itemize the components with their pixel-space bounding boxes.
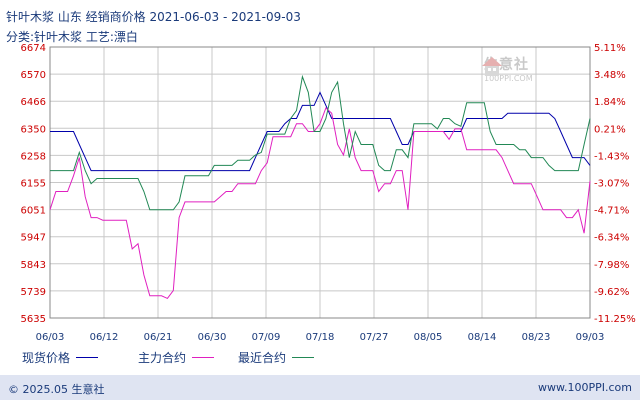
footer-bar: © 2025.05 生意社 www.100PPI.com <box>0 375 640 400</box>
legend-item-recent: 最近合约 <box>232 349 315 366</box>
y-tick-right: -11.25% <box>594 314 636 325</box>
y-tick-right: 1.84% <box>594 97 626 108</box>
x-tick: 06/03 <box>36 332 65 343</box>
legend-label-main: 主力合约 <box>138 351 187 365</box>
x-tick: 08/05 <box>414 332 443 343</box>
x-tick: 07/09 <box>252 332 281 343</box>
legend-label-recent: 最近合约 <box>238 351 287 365</box>
y-tick-right: -1.43% <box>594 151 629 162</box>
y-tick-right: 5.11% <box>594 43 626 54</box>
house-logo-icon <box>482 57 502 76</box>
legend-swatch-recent <box>292 357 315 358</box>
legend-item-main: 主力合约 <box>116 349 215 366</box>
y-tick-left: 6051 <box>21 206 46 217</box>
x-tick: 09/03 <box>576 332 605 343</box>
legend-item-spot: 现货价格 <box>22 349 99 366</box>
y-tick-left: 6466 <box>21 97 46 108</box>
x-tick: 08/14 <box>468 332 497 343</box>
chart-legend: 现货价格 主力合约 最近合约 <box>22 349 332 366</box>
y-tick-left: 5843 <box>21 260 46 271</box>
watermark-en: 100PPI.COM <box>484 74 533 83</box>
y-tick-right: -3.07% <box>594 179 629 190</box>
y-tick-left: 6350 <box>21 124 46 135</box>
y-tick-left: 6570 <box>21 70 46 81</box>
series-lines <box>49 74 591 300</box>
y-tick-right: -9.62% <box>594 287 629 298</box>
legend-swatch-spot <box>76 357 99 358</box>
y-tick-left: 5739 <box>21 287 46 298</box>
site-link[interactable]: www.100PPI.com <box>538 381 632 394</box>
x-tick: 08/23 <box>522 332 551 343</box>
x-axis: 06/03 06/12 06/21 06/30 07/09 07/18 07/27 08/05… <box>36 332 605 343</box>
y-tick-left: 6155 <box>21 179 46 190</box>
x-tick: 06/30 <box>198 332 227 343</box>
y-axis-right: 5.11% 3.48% 1.84% 0.21% -1.43% -3.07% -4.71% -6… <box>594 43 636 325</box>
x-tick: 07/18 <box>306 332 335 343</box>
chart-subtitle: 分类:针叶木浆 工艺:漂白 <box>6 30 138 44</box>
x-tick: 06/12 <box>90 332 119 343</box>
y-tick-left: 6674 <box>21 43 46 54</box>
y-tick-right: -4.71% <box>594 206 629 217</box>
x-tick: 07/27 <box>360 332 389 343</box>
copyright-text: © 2025.05 生意社 <box>8 383 105 396</box>
y-tick-right: -6.34% <box>594 233 629 244</box>
legend-swatch-main <box>192 357 215 358</box>
series-line-0 <box>50 91 591 172</box>
watermark-logo: 生意社 100PPI.COM <box>480 54 533 83</box>
legend-label-spot: 现货价格 <box>22 351 71 365</box>
x-tick: 06/21 <box>144 332 173 343</box>
y-tick-right: -7.98% <box>594 260 629 271</box>
y-tick-right: 3.48% <box>594 70 626 81</box>
y-axis-left: 6674 6570 6466 6350 6258 6155 6051 5947 5843 5739… <box>21 43 46 325</box>
y-tick-left: 5635 <box>21 314 46 325</box>
series-line-2 <box>50 74 591 211</box>
chart-grid <box>50 47 590 318</box>
series-line-1 <box>49 107 591 300</box>
y-tick-left: 6258 <box>21 151 46 162</box>
y-tick-right: 0.21% <box>594 124 626 135</box>
chart-title: 针叶木浆 山东 经销商价格 2021-06-03 - 2021-09-03 <box>6 10 301 24</box>
y-tick-left: 5947 <box>21 233 46 244</box>
